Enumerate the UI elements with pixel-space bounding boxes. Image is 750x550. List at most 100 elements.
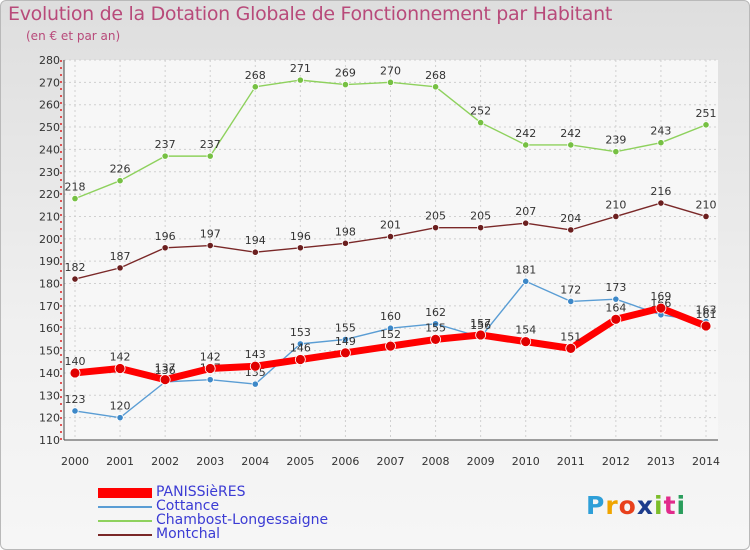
data-point xyxy=(206,152,214,160)
data-point xyxy=(612,212,620,221)
data-label: 120 xyxy=(110,400,131,413)
data-label: 173 xyxy=(605,281,626,294)
data-label: 198 xyxy=(335,225,356,238)
data-point xyxy=(612,148,620,156)
data-label: 169 xyxy=(650,290,671,303)
y-tick-label: 120 xyxy=(39,412,60,425)
data-label: 196 xyxy=(290,230,311,243)
data-label: 197 xyxy=(200,228,221,241)
data-label: 270 xyxy=(380,64,401,77)
y-tick-label: 110 xyxy=(39,434,60,447)
data-point xyxy=(249,360,261,372)
data-point xyxy=(114,363,126,374)
data-label: 268 xyxy=(245,69,266,82)
data-label: 160 xyxy=(380,310,401,323)
data-point xyxy=(204,363,216,374)
legend-swatch xyxy=(98,486,152,500)
data-point xyxy=(702,121,710,129)
data-label: 243 xyxy=(650,125,671,138)
data-label: 155 xyxy=(425,321,446,334)
data-label: 142 xyxy=(110,350,131,363)
data-label: 210 xyxy=(696,198,717,211)
y-tick-label: 130 xyxy=(39,389,60,402)
data-label: 205 xyxy=(470,210,491,223)
data-label: 237 xyxy=(155,138,176,151)
data-label: 152 xyxy=(380,328,401,341)
x-tick-label: 2008 xyxy=(422,455,450,468)
legend-label: Montchal xyxy=(156,526,221,542)
y-tick-label: 230 xyxy=(39,166,60,179)
data-label: 237 xyxy=(200,138,221,151)
data-label: 242 xyxy=(515,127,536,140)
legend-item: Cottance xyxy=(98,498,458,514)
data-label: 164 xyxy=(605,301,626,314)
data-label: 143 xyxy=(245,348,266,361)
data-label: 149 xyxy=(335,335,356,348)
data-point xyxy=(567,226,575,234)
x-tick-label: 2005 xyxy=(286,455,314,468)
legend-swatch xyxy=(98,500,152,514)
data-label: 163 xyxy=(696,304,717,317)
data-point xyxy=(296,76,304,84)
data-point xyxy=(161,152,169,160)
x-tick-label: 2012 xyxy=(602,455,630,468)
x-tick-label: 2001 xyxy=(106,455,134,468)
data-point xyxy=(251,248,259,256)
y-tick-label: 150 xyxy=(39,345,60,358)
data-point xyxy=(522,141,530,149)
data-point xyxy=(522,277,530,285)
data-label: 146 xyxy=(290,342,311,355)
data-point xyxy=(296,244,304,252)
y-tick-label: 240 xyxy=(39,143,60,156)
x-tick-label: 2010 xyxy=(512,455,540,468)
data-label: 187 xyxy=(110,250,131,263)
x-tick-label: 2006 xyxy=(331,455,359,468)
legend-swatch xyxy=(98,528,152,542)
data-label: 207 xyxy=(515,205,536,218)
y-tick-label: 270 xyxy=(39,76,60,89)
data-label: 269 xyxy=(335,67,356,80)
data-point xyxy=(610,313,622,325)
data-point xyxy=(565,342,577,354)
data-point xyxy=(71,194,79,203)
x-tick-label: 2007 xyxy=(377,455,405,468)
data-label: 123 xyxy=(65,393,86,406)
legend-label: PANISSièRES xyxy=(156,484,246,500)
data-point xyxy=(567,141,575,149)
data-point xyxy=(657,199,665,207)
data-label: 136 xyxy=(155,364,176,377)
legend-swatch xyxy=(98,514,152,528)
data-point xyxy=(69,367,81,379)
data-point xyxy=(386,78,395,86)
data-point xyxy=(477,224,485,232)
data-point xyxy=(386,324,395,332)
legend-label: Chambost-Longessaigne xyxy=(156,512,329,528)
data-label: 155 xyxy=(335,321,356,334)
y-tick-label: 250 xyxy=(39,121,60,134)
data-label: 239 xyxy=(605,134,626,147)
data-point xyxy=(431,320,440,328)
data-point xyxy=(520,336,532,348)
data-label: 216 xyxy=(650,185,671,198)
data-point xyxy=(567,297,575,306)
data-label: 153 xyxy=(290,326,311,339)
data-label: 242 xyxy=(560,127,581,140)
legend-label: Cottance xyxy=(156,498,220,514)
data-label: 271 xyxy=(290,62,311,75)
data-label: 154 xyxy=(515,324,536,337)
x-tick-label: 2009 xyxy=(467,455,495,468)
data-point xyxy=(251,83,259,91)
proxiti-logo: Proxiti xyxy=(586,491,687,520)
legend-item: Montchal xyxy=(98,526,458,542)
data-label: 268 xyxy=(425,69,446,82)
data-point xyxy=(655,302,667,314)
data-point xyxy=(116,177,124,185)
y-tick-label: 210 xyxy=(39,210,60,223)
data-label: 161 xyxy=(696,308,717,321)
data-label: 157 xyxy=(470,317,491,330)
x-tick-label: 2011 xyxy=(557,455,585,468)
data-point xyxy=(341,80,350,89)
data-label: 218 xyxy=(65,181,86,194)
y-tick-label: 160 xyxy=(39,322,60,335)
data-label: 205 xyxy=(425,210,446,223)
